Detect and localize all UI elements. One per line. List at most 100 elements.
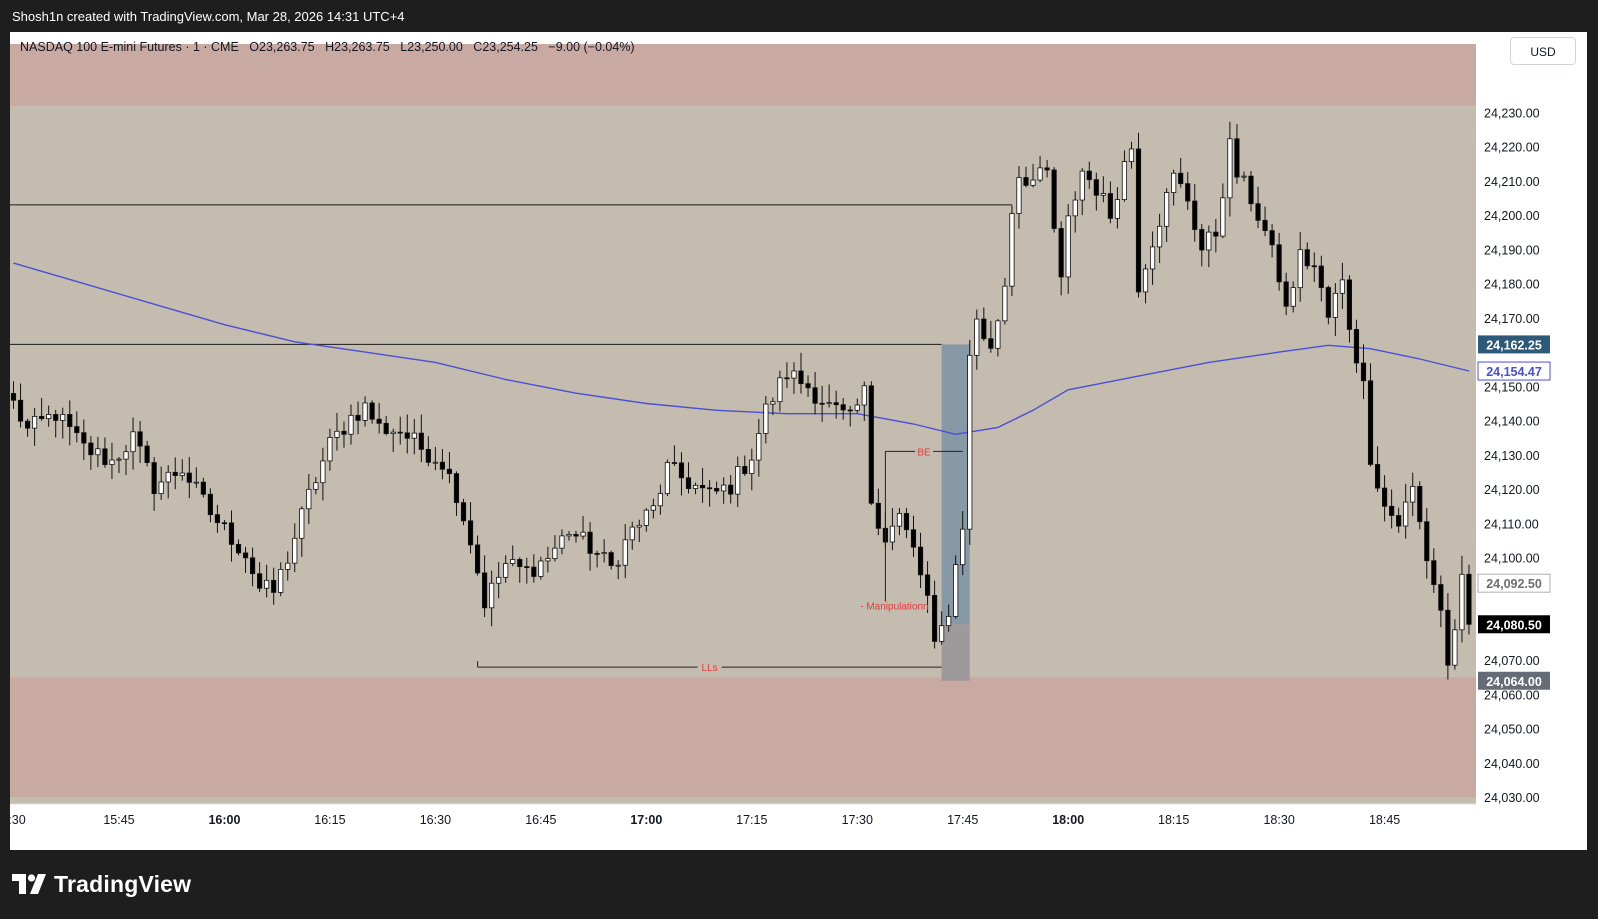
x-tick-label: 18:15	[1158, 813, 1189, 827]
time-axis-bg	[10, 804, 1587, 850]
candle	[109, 442, 115, 480]
candle-body	[362, 402, 368, 421]
candle-body	[271, 579, 277, 593]
candle-body	[1276, 244, 1282, 283]
candle	[1318, 255, 1324, 302]
candle-body	[1107, 193, 1113, 219]
candle	[242, 546, 249, 573]
candle	[88, 436, 94, 470]
candle-body	[1121, 161, 1128, 201]
x-tick-label: 15:45	[103, 813, 134, 827]
candle-body	[742, 466, 748, 474]
candle	[123, 445, 129, 475]
candle-body	[981, 318, 987, 340]
candle-body	[439, 461, 445, 470]
candle	[594, 550, 600, 568]
candle	[615, 560, 621, 580]
candle	[355, 401, 361, 435]
candle	[1424, 507, 1430, 579]
x-tick-label: 16:30	[420, 813, 451, 827]
candle	[1297, 231, 1303, 302]
candle-body	[327, 437, 333, 462]
candle-body	[910, 529, 917, 548]
candle	[1199, 224, 1205, 267]
candle	[411, 419, 417, 455]
fvg-box-lower	[941, 624, 970, 681]
candle-body	[1044, 167, 1050, 171]
candle	[1367, 363, 1374, 467]
candle-body	[285, 562, 291, 570]
price-chart[interactable]: LLs BE - Manipulationn 24,230.00 24,220.00 24…	[10, 32, 1587, 850]
x-tick-label: 16:45	[525, 813, 556, 827]
candle	[489, 570, 495, 627]
candle	[24, 418, 31, 437]
candle-body	[1332, 292, 1338, 318]
candle	[946, 604, 952, 632]
candle	[566, 531, 572, 541]
candle-body	[861, 385, 867, 406]
candle	[1283, 272, 1289, 316]
candle	[503, 555, 509, 583]
chart-pane[interactable]: LLs BE - Manipulationn 24,230.00 24,220.00 24…	[10, 32, 1587, 850]
candle	[285, 551, 291, 581]
candle-body	[1030, 179, 1036, 186]
candle	[10, 381, 17, 409]
candle-body	[503, 563, 509, 578]
candle-body	[1199, 229, 1205, 251]
candle	[60, 407, 66, 439]
candle	[1030, 163, 1036, 188]
candle	[1262, 206, 1268, 237]
candle-body	[10, 393, 17, 401]
candle-body	[524, 566, 530, 568]
candle-body	[306, 488, 312, 510]
candle-body	[714, 488, 720, 492]
candle	[1360, 344, 1367, 400]
y-tick-label: 24,180.00	[1484, 278, 1540, 292]
candle	[1241, 171, 1247, 182]
candle-body	[425, 448, 431, 463]
candle-body	[292, 537, 298, 564]
candle	[1164, 188, 1170, 242]
candle-body	[763, 403, 769, 434]
candle	[334, 412, 340, 451]
tradingview-wordmark: TradingView	[54, 870, 192, 897]
candle-body	[812, 387, 818, 404]
candle-body	[1353, 329, 1360, 364]
y-tick-label: 24,220.00	[1484, 141, 1540, 155]
candle	[1058, 221, 1064, 296]
candle	[517, 557, 523, 583]
candle-body	[24, 420, 31, 429]
candle	[257, 562, 263, 592]
legend-symbol[interactable]: NASDAQ 100 E-mini Futures · 1 · CME	[20, 40, 239, 54]
candle	[1171, 169, 1177, 206]
candle-body	[573, 534, 579, 537]
candle-body	[1360, 362, 1367, 382]
candle-body	[1403, 501, 1409, 527]
candle	[784, 362, 790, 389]
candle-body	[1346, 279, 1353, 330]
candle-body	[74, 426, 80, 434]
candle	[228, 510, 235, 562]
currency-button[interactable]: USD	[1510, 37, 1576, 65]
chart-credit: Shosh1n created with TradingView.com, Ma…	[12, 9, 405, 24]
candle	[826, 384, 832, 408]
candle-body	[496, 576, 502, 584]
candle	[1149, 231, 1156, 285]
candle-body	[313, 482, 319, 490]
candle-body	[770, 401, 776, 405]
candle-body	[1100, 193, 1106, 196]
candle-body	[1304, 249, 1310, 267]
candle	[53, 409, 59, 438]
candle-body	[995, 320, 1001, 349]
candle-body	[791, 370, 797, 379]
candle-body	[967, 354, 973, 530]
price-tag-bg	[1478, 615, 1550, 634]
candle-body	[1185, 183, 1191, 202]
candle	[629, 521, 635, 550]
candle	[1234, 123, 1240, 184]
candle	[67, 400, 73, 446]
y-tick-label: 24,170.00	[1484, 312, 1540, 326]
candle-body	[988, 338, 994, 349]
candle-body	[664, 462, 670, 494]
candle	[903, 508, 910, 539]
